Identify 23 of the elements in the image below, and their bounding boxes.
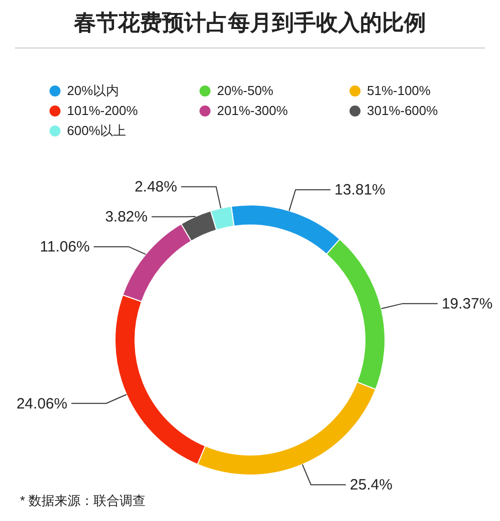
legend-label: 101%-200% xyxy=(67,103,138,118)
chart-title: 春节花费预计占每月到手收入的比例 xyxy=(73,10,426,35)
data-label: 11.06% xyxy=(40,238,90,256)
legend-label: 20%以内 xyxy=(67,83,120,98)
data-label: 25.4% xyxy=(350,476,392,494)
text: * 数据来源：联合调查 xyxy=(20,493,146,508)
data-label: 13.81% xyxy=(334,182,386,199)
legend-item: 51%-100% xyxy=(350,83,431,98)
legend-label: 51%-100% xyxy=(367,83,432,98)
legend-item: 101%-200% xyxy=(50,103,138,118)
legend-label: 201%-300% xyxy=(217,103,288,118)
legend-item: 600%以上 xyxy=(50,123,126,138)
legend-label: 20%-50% xyxy=(217,83,274,98)
legend-item: 301%-600% xyxy=(350,103,438,118)
data-label: 19.37% xyxy=(442,296,493,313)
legend-item: 201%-300% xyxy=(200,103,288,118)
legend-item: 20%以内 xyxy=(50,83,120,98)
data-label: 2.48% xyxy=(134,178,178,196)
data-label: 3.82% xyxy=(105,208,148,226)
legend-item: 20%-50% xyxy=(200,83,274,98)
data-label: 24.06% xyxy=(16,395,68,412)
legend-label: 301%-600% xyxy=(367,103,438,118)
legend-label: 600%以上 xyxy=(67,123,126,138)
